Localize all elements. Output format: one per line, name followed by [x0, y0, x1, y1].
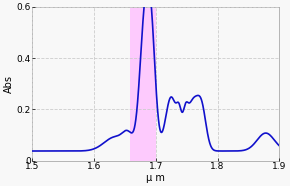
- Y-axis label: Abs: Abs: [3, 75, 13, 93]
- X-axis label: μ m: μ m: [146, 173, 165, 182]
- Bar: [130, 7, 156, 161]
